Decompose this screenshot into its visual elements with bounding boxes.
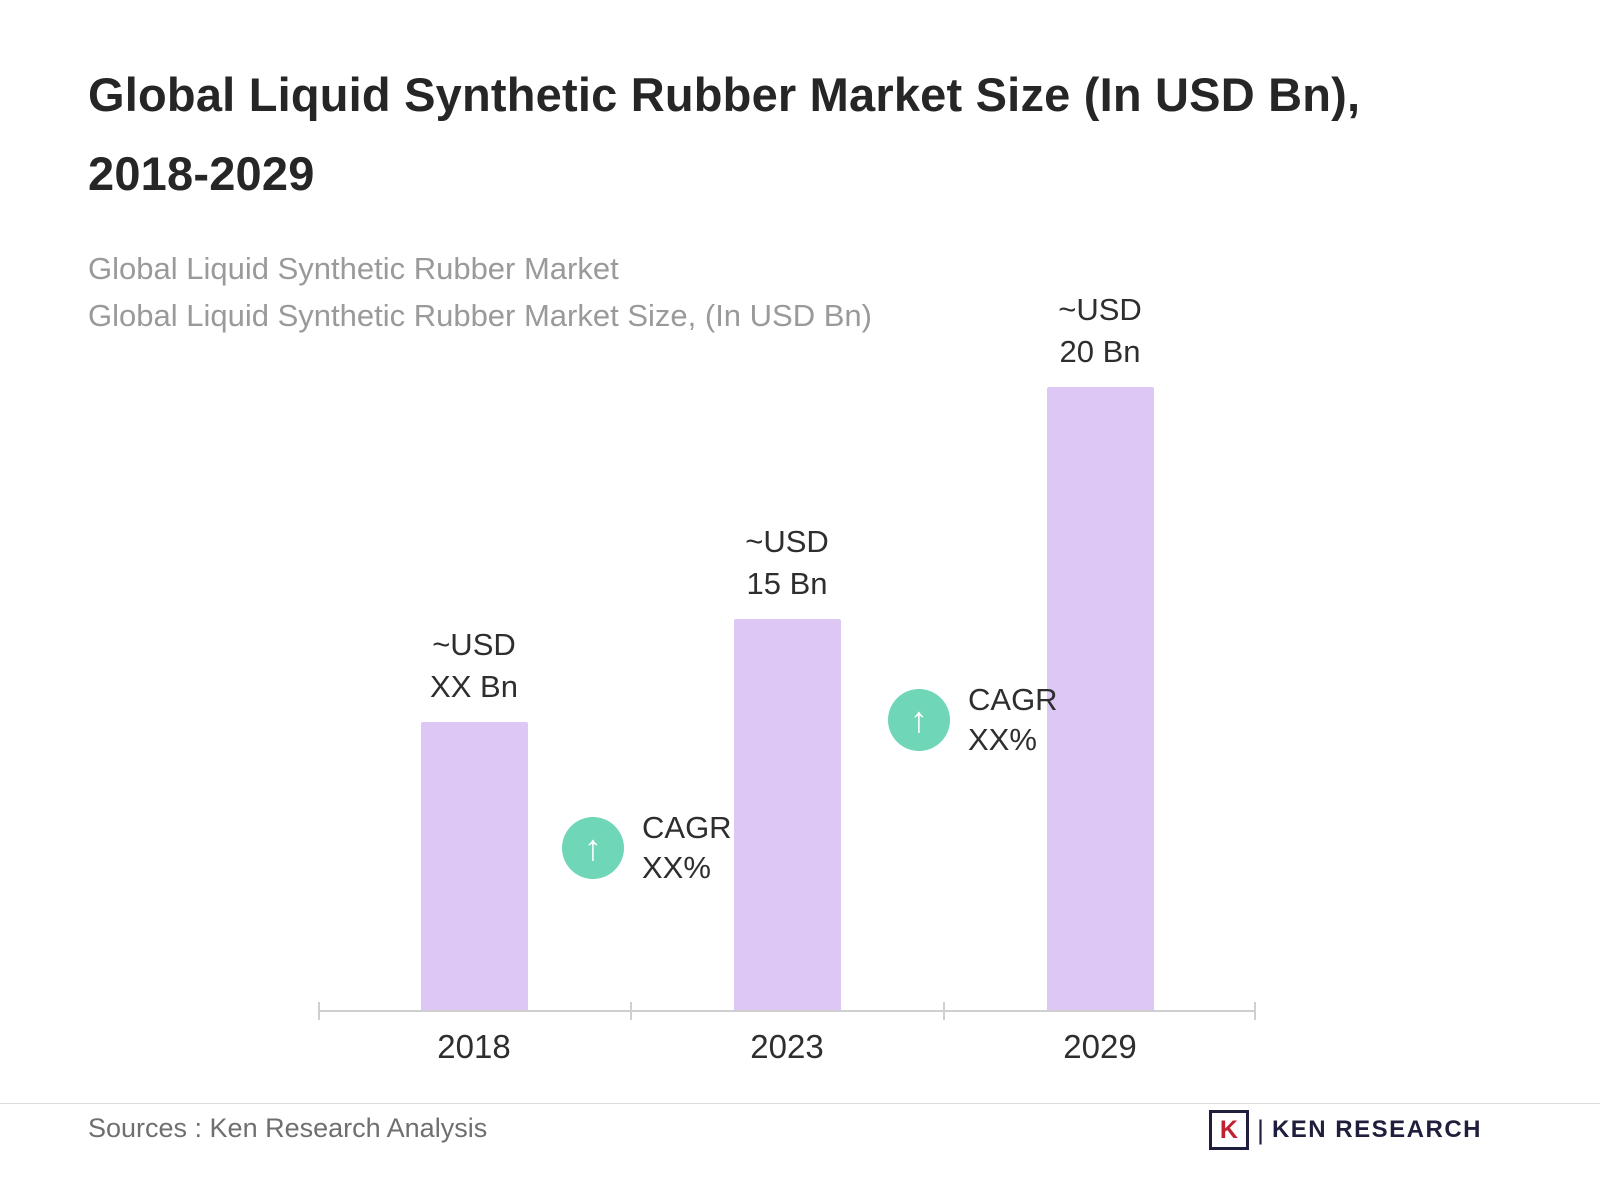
axis-tick <box>943 1002 945 1020</box>
x-axis-line <box>318 1010 1256 1012</box>
x-axis-label-2023: 2023 <box>750 1028 824 1065</box>
subtitle-line-1: Global Liquid Synthetic Rubber Market <box>88 251 619 286</box>
ken-research-logo-mark-icon: K <box>1208 1110 1249 1150</box>
bar-value-label-2018: ~USD XX Bn <box>430 627 518 705</box>
cagr-annotation-2: ↑ CAGR XX% <box>888 680 1058 761</box>
page-title: Global Liquid Synthetic Rubber Market Si… <box>88 68 1361 200</box>
cagr-label-2: CAGR XX% <box>968 682 1058 758</box>
bar-2029 <box>1046 387 1154 1012</box>
axis-tick <box>1254 1002 1256 1020</box>
bar-2023 <box>733 619 841 1012</box>
up-arrow-circle-icon: ↑ <box>562 817 624 880</box>
bar-group-2023: ~USD 15 Bn 2023 <box>631 288 943 1065</box>
cagr-annotation-1: ↑ CAGR XX% <box>562 808 732 889</box>
up-arrow-circle-icon: ↑ <box>888 689 950 752</box>
cagr-label-1: CAGR XX% <box>642 810 732 886</box>
bar-2018 <box>420 722 528 1012</box>
axis-tick <box>630 1002 632 1020</box>
ken-research-logo-text: KEN RESEARCH <box>1271 1116 1482 1143</box>
footer-divider <box>0 1103 1600 1104</box>
bar-value-label-2023: ~USD 15 Bn <box>745 524 829 602</box>
x-axis-label-2018: 2018 <box>437 1028 511 1065</box>
logo-divider: | <box>1256 1114 1264 1145</box>
x-axis-label-2029: 2029 <box>1063 1028 1137 1065</box>
bar-group-2029: ~USD 20 Bn 2029 <box>944 288 1256 1065</box>
ken-research-logo: K | KEN RESEARCH <box>1208 1110 1482 1150</box>
sources-text: Sources : Ken Research Analysis <box>88 1113 488 1143</box>
bar-group-2018: ~USD XX Bn 2018 <box>318 288 630 1065</box>
bar-chart: ~USD XX Bn 2018 ~USD 15 Bn 2023 ~USD 20 … <box>318 288 1256 1065</box>
axis-tick <box>318 1002 320 1020</box>
chart-subtitle: Global Liquid Synthetic Rubber Market Gl… <box>88 246 872 339</box>
bar-value-label-2029: ~USD 20 Bn <box>1058 292 1142 370</box>
subtitle-line-2: Global Liquid Synthetic Rubber Market Si… <box>88 297 872 333</box>
